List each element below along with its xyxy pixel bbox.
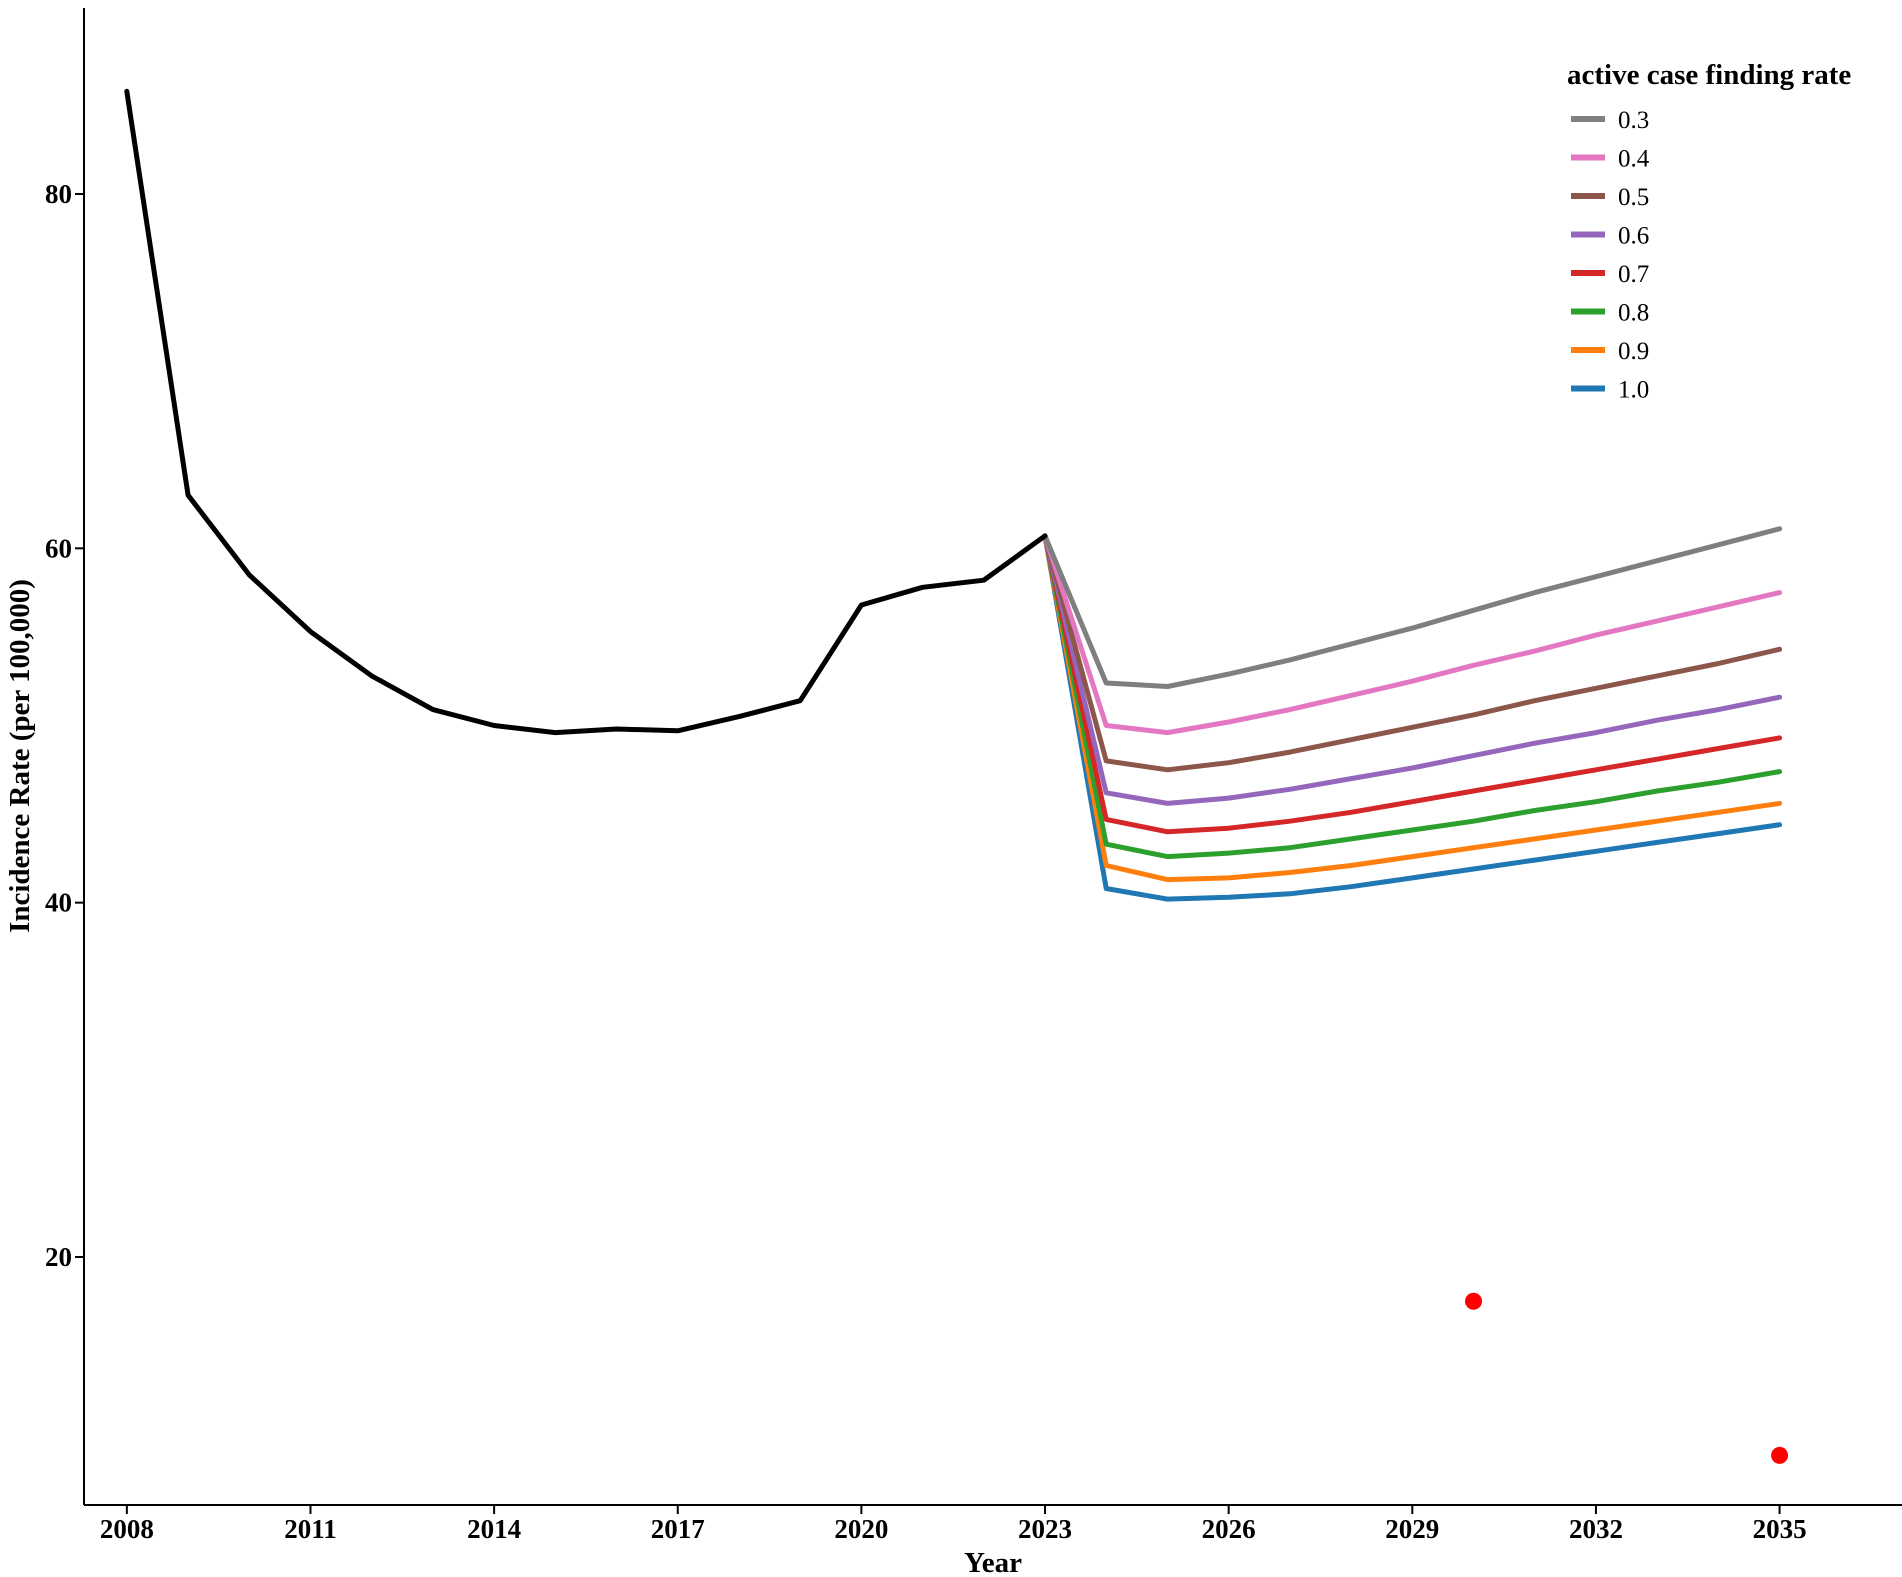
legend-items: 0.3 0.4 0.5 0.6 0.7 0.8 0.9 1.0 [1571, 107, 1650, 404]
legend-label: 0.8 [1618, 300, 1649, 327]
series-line-0-8 [1042, 533, 1783, 860]
legend: active case finding rate 0.3 0.4 0.5 0.6 0.7… [1567, 59, 1851, 404]
series-line-0-9 [1042, 533, 1783, 883]
series-line-0-6 [1042, 533, 1783, 806]
series-line-0-5 [1042, 533, 1783, 773]
legend-label: 1.0 [1618, 377, 1649, 404]
y-tick-label: 20 [45, 1242, 72, 1272]
x-tick-label: 2011 [284, 1514, 337, 1544]
y-tick-label: 80 [45, 179, 72, 209]
x-tick-label: 2026 [1202, 1514, 1256, 1544]
series-lines [124, 88, 1783, 902]
legend-label: 0.6 [1618, 223, 1649, 250]
y-tick-label: 60 [45, 533, 72, 563]
legend-label: 0.3 [1618, 107, 1649, 134]
x-ticks: 2008 2011 2014 2017 2020 2023 2026 2029 2032 2035 [100, 1505, 1807, 1544]
series-line-0-4 [1042, 533, 1783, 736]
legend-item: 1.0 [1571, 377, 1649, 404]
target-points [1465, 1292, 1789, 1464]
legend-label: 0.7 [1618, 261, 1649, 288]
legend-item: 0.4 [1571, 146, 1650, 173]
axes [83, 8, 1902, 1506]
y-tick-label: 40 [45, 888, 72, 918]
historical-line [124, 88, 1048, 736]
legend-item: 0.8 [1571, 300, 1649, 327]
legend-item: 0.6 [1571, 223, 1649, 250]
x-tick-label: 2029 [1385, 1514, 1439, 1544]
x-tick-label: 2017 [651, 1514, 705, 1544]
series-line-1-0 [1042, 533, 1783, 902]
legend-title: active case finding rate [1567, 59, 1851, 91]
legend-item: 0.3 [1571, 107, 1649, 134]
x-tick-label: 2008 [100, 1514, 154, 1544]
x-tick-label: 2014 [467, 1514, 521, 1544]
legend-item: 0.9 [1571, 338, 1649, 365]
y-axis-title: Incidence Rate (per 100,000) [4, 579, 36, 933]
x-axis-title: Year [964, 1547, 1022, 1577]
legend-item: 0.7 [1571, 261, 1649, 288]
x-tick-label: 2023 [1018, 1514, 1072, 1544]
legend-label: 0.4 [1618, 146, 1650, 173]
target-point [1771, 1446, 1789, 1464]
legend-item: 0.5 [1571, 184, 1649, 211]
legend-label: 0.9 [1618, 338, 1649, 365]
x-tick-label: 2032 [1569, 1514, 1623, 1544]
series-line-0-7 [1042, 533, 1783, 835]
x-tick-label: 2020 [834, 1514, 888, 1544]
x-tick-label: 2035 [1753, 1514, 1807, 1544]
target-point [1465, 1292, 1483, 1310]
y-ticks: 20 40 60 80 [45, 179, 84, 1272]
series-line-0-3 [1042, 526, 1783, 689]
legend-label: 0.5 [1618, 184, 1649, 211]
